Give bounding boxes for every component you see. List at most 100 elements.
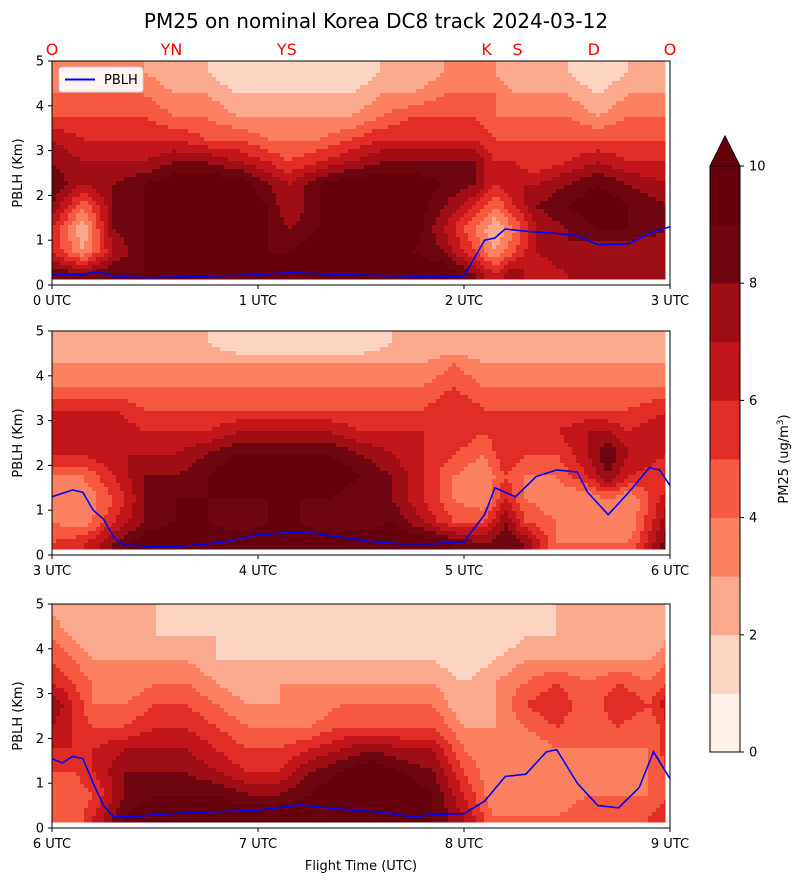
pm25-cell: [104, 217, 109, 222]
pm25-cell: [272, 269, 277, 274]
pm25-cell: [284, 181, 289, 186]
pm25-cell: [124, 205, 129, 210]
pm25-cell: [52, 197, 57, 202]
pm25-cell: [336, 73, 341, 78]
pm25-cell: [140, 249, 145, 254]
pm25-cell: [52, 157, 57, 162]
pm25-cell: [64, 93, 69, 98]
pm25-cell: [100, 133, 105, 138]
pm25-cell: [352, 125, 357, 130]
pm25-cell: [104, 97, 109, 102]
pm25-cell: [312, 137, 317, 142]
pm25-cell: [312, 225, 317, 230]
pm25-cell: [180, 125, 185, 130]
pm25-cell: [268, 157, 273, 162]
pm25-cell: [192, 137, 197, 142]
pm25-cell: [60, 129, 65, 134]
pm25-cell: [180, 173, 185, 178]
pm25-cell: [156, 205, 161, 210]
pm25-cell: [220, 209, 225, 214]
pm25-cell: [84, 277, 89, 280]
pm25-cell: [104, 129, 109, 134]
pm25-cell: [336, 181, 341, 186]
pm25-cell: [332, 113, 337, 118]
pm25-cell: [56, 229, 61, 234]
pm25-cell: [240, 237, 245, 242]
pm25-cell: [80, 137, 85, 142]
pm25-cell: [360, 189, 365, 194]
pm25-cell: [380, 277, 385, 280]
pm25-cell: [108, 241, 113, 246]
pm25-cell: [204, 229, 209, 234]
pm25-cell: [156, 125, 161, 130]
pm25-cell: [372, 269, 377, 274]
pm25-cell: [408, 61, 413, 66]
pm25-cell: [216, 245, 221, 250]
pm25-cell: [332, 257, 337, 262]
pm25-cell: [88, 113, 93, 118]
pm25-cell: [248, 269, 253, 274]
pm25-cell: [76, 193, 81, 198]
pm25-cell: [268, 249, 273, 254]
pm25-cell: [180, 257, 185, 262]
pm25-cell: [320, 205, 325, 210]
pm25-cell: [160, 205, 165, 210]
pm25-cell: [116, 165, 121, 170]
pm25-cell: [88, 269, 93, 274]
pm25-cell: [212, 141, 217, 146]
pm25-cell: [388, 237, 393, 242]
pm25-cell: [248, 241, 253, 246]
pm25-cell: [288, 65, 293, 70]
pm25-cell: [160, 77, 165, 82]
pm25-cell: [88, 133, 93, 138]
pm25-cell: [188, 213, 193, 218]
pm25-cell: [328, 101, 333, 106]
pm25-cell: [236, 233, 241, 238]
pm25-cell: [392, 209, 397, 214]
pm25-cell: [168, 77, 173, 82]
pm25-cell: [244, 149, 249, 154]
pm25-cell: [92, 189, 97, 194]
pm25-cell: [324, 169, 329, 174]
pm25-cell: [364, 125, 369, 130]
pm25-cell: [212, 125, 217, 130]
pm25-cell: [156, 221, 161, 226]
pm25-cell: [68, 237, 73, 242]
pm25-cell: [208, 85, 213, 90]
pm25-cell: [280, 221, 285, 226]
pm25-cell: [72, 213, 77, 218]
pm25-cell: [132, 241, 137, 246]
pm25-cell: [380, 113, 385, 118]
pm25-cell: [380, 133, 385, 138]
pm25-cell: [400, 69, 405, 74]
pm25-cell: [88, 229, 93, 234]
pm25-cell: [240, 153, 245, 158]
pm25-cell: [104, 265, 109, 270]
pm25-cell: [368, 253, 373, 258]
pm25-cell: [136, 105, 141, 110]
pm25-cell: [252, 157, 257, 162]
pm25-cell: [88, 177, 93, 182]
pm25-cell: [136, 197, 141, 202]
pm25-cell: [396, 93, 401, 98]
pm25-cell: [312, 145, 317, 150]
pm25-cell: [252, 73, 257, 78]
pm25-cell: [264, 145, 269, 150]
pm25-cell: [52, 181, 57, 186]
pm25-cell: [92, 97, 97, 102]
pm25-cell: [276, 93, 281, 98]
pm25-cell: [304, 209, 309, 214]
pm25-cell: [92, 265, 97, 270]
pm25-cell: [252, 237, 257, 242]
pm25-cell: [404, 121, 409, 126]
pm25-cell: [200, 201, 205, 206]
pm25-cell: [68, 125, 73, 130]
pm25-cell: [344, 277, 349, 280]
pm25-cell: [52, 153, 57, 158]
pm25-cell: [316, 173, 321, 178]
pm25-cell: [112, 93, 117, 98]
pm25-cell: [104, 145, 109, 150]
pm25-cell: [120, 269, 125, 274]
pm25-cell: [84, 133, 89, 138]
pm25-cell: [60, 169, 65, 174]
